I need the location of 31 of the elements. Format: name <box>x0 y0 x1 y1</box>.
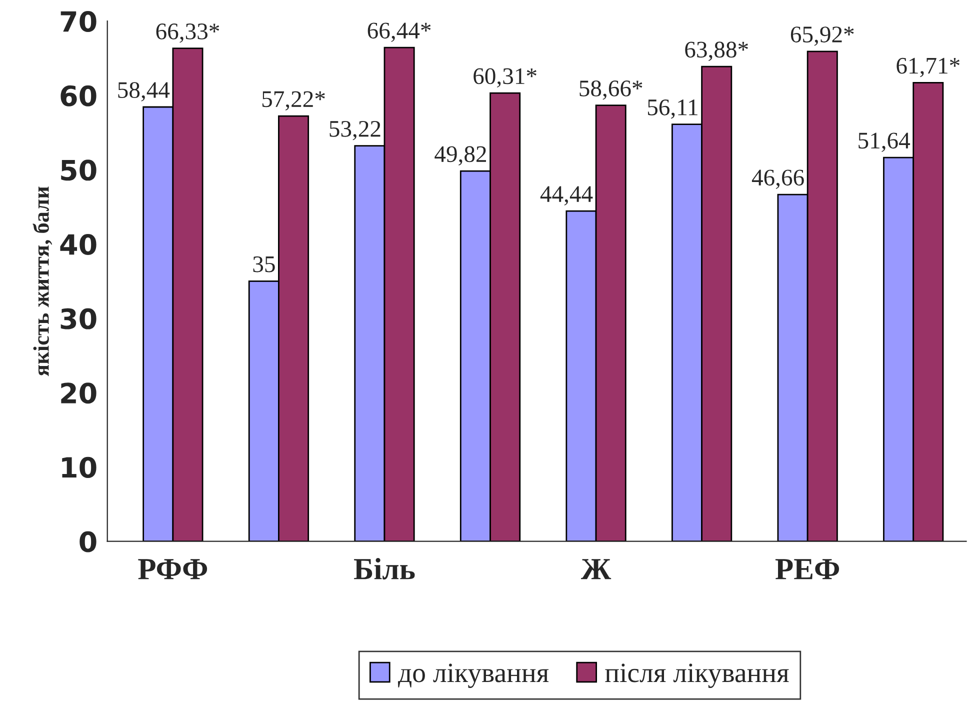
data-label: 66,44* <box>368 22 431 42</box>
x-tick-label: Біль <box>354 558 415 580</box>
data-label: 58,66* <box>580 80 642 100</box>
data-label: 35 <box>253 256 275 272</box>
data-label: 63,88* <box>685 42 748 62</box>
y-tick-label: 40 <box>60 234 96 255</box>
y-axis-title: якість життя, бали <box>32 186 52 376</box>
data-label: 66,33* <box>156 24 220 43</box>
y-tick-label: 70 <box>60 11 96 32</box>
y-tick-label: 60 <box>60 85 96 106</box>
data-label: 44,44 <box>540 186 593 206</box>
data-label: 51,64 <box>858 132 910 152</box>
data-label: 56,11 <box>648 99 698 119</box>
y-tick-label: 0 <box>80 531 96 552</box>
data-label: 57,22* <box>262 91 325 110</box>
data-label: 61,71* <box>896 58 960 78</box>
y-tick-label: 30 <box>60 308 96 330</box>
x-tick-label: РФФ <box>138 559 208 580</box>
x-tick-label: РЕФ <box>775 559 840 580</box>
data-label: 46,66 <box>752 170 804 189</box>
data-label: 58,44 <box>118 82 170 102</box>
data-label: 60,31* <box>474 68 536 88</box>
y-tick-label: 50 <box>61 160 96 181</box>
legend-label: після лікування <box>605 664 789 688</box>
y-tick-label: 20 <box>61 382 96 404</box>
y-tick-label: 10 <box>62 456 96 478</box>
legend-label: до лікування <box>398 664 549 688</box>
data-label: 53,22 <box>330 120 380 140</box>
data-label: 49,82 <box>434 146 486 166</box>
x-tick-label: Ж <box>580 559 612 580</box>
data-label: 65,92* <box>790 26 854 46</box>
